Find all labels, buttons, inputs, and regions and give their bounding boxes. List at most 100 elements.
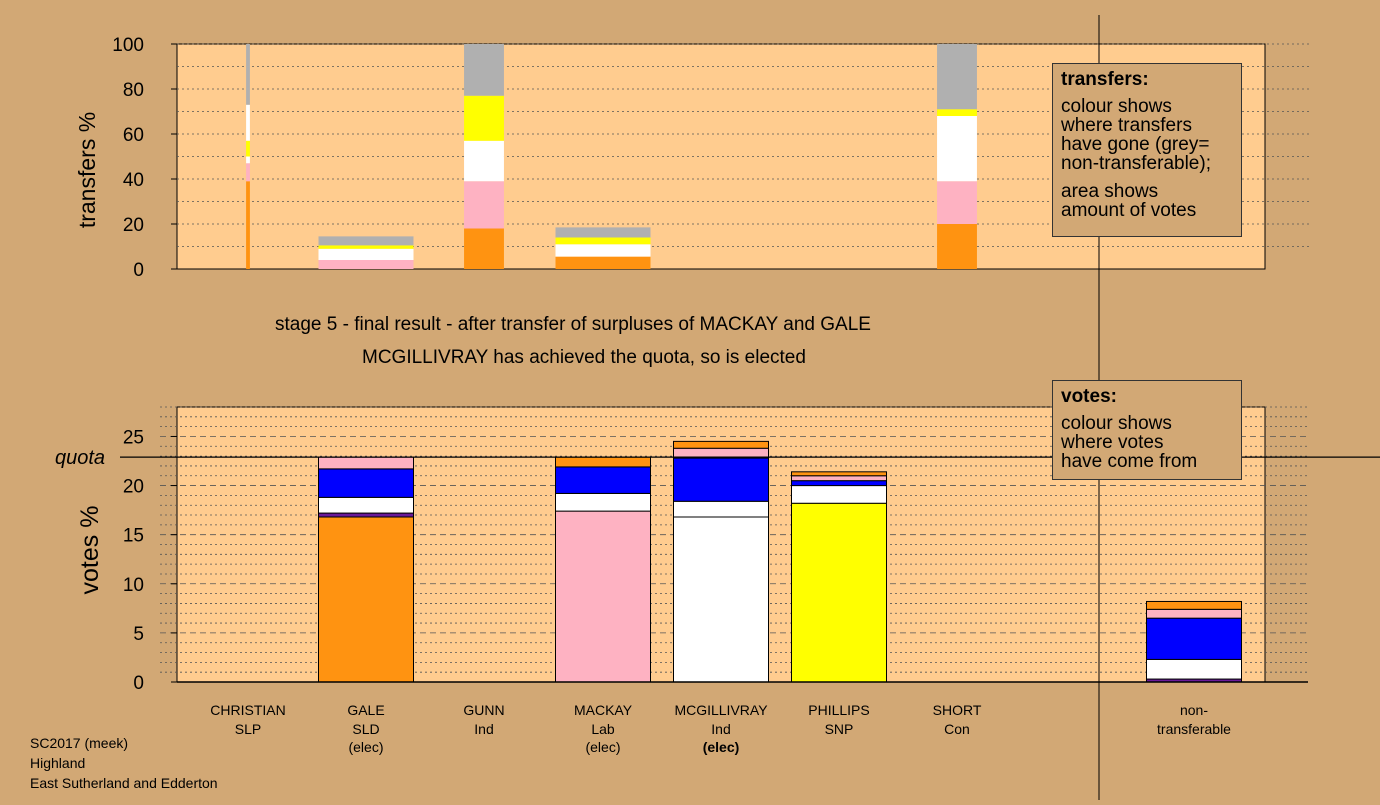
votes-tick-label: 0	[133, 673, 144, 694]
transfer-segment-pink	[318, 260, 414, 269]
candidate-name-label: PHILLIPS	[808, 702, 869, 718]
vote-segment-orange	[791, 471, 887, 477]
transfers-legend: transfers: colour shows where transfers …	[1052, 63, 1242, 237]
candidate-party-label: Ind	[474, 721, 493, 737]
transfer-segment-grey	[464, 44, 504, 96]
vote-segment-orange	[555, 456, 651, 468]
transfer-segment-white	[464, 140, 504, 182]
transfer-segment-yellow	[555, 237, 651, 245]
vote-segment-blue	[673, 457, 769, 502]
votes-tick-label: 20	[123, 477, 144, 498]
transfer-segment-white	[318, 248, 414, 260]
transfers-legend-line: where transfers	[1061, 115, 1192, 136]
transfer-segment-orange	[937, 224, 977, 269]
transfer-segment-yellow	[246, 140, 250, 157]
footer-election: SC2017 (meek)	[30, 735, 129, 751]
transfers-tick-label: 0	[133, 260, 144, 281]
candidate-status-label: (elec)	[348, 739, 383, 755]
votes-legend-line: have come from	[1061, 451, 1198, 472]
transfer-segment-yellow	[318, 245, 414, 249]
candidate-party-label: SLD	[352, 721, 379, 737]
transfer-segment-grey	[318, 236, 414, 246]
candidate-name-label: SHORT	[933, 702, 982, 718]
vote-segment-blue	[791, 480, 887, 487]
transfer-segment-orange	[464, 228, 504, 269]
transfers-legend-line: non-transferable);	[1061, 153, 1211, 174]
candidate-name-label: GALE	[347, 702, 384, 718]
nontransferable-label: transferable	[1157, 721, 1231, 737]
stage-caption: stage 5 - final result - after transfer …	[275, 314, 871, 335]
nontransferable-segment-blue	[1146, 617, 1242, 660]
vote-segment-orange	[318, 516, 414, 683]
votes-tick-label: 25	[123, 427, 144, 448]
candidate-status-label: (elec)	[585, 739, 620, 755]
votes-y-axis-label: votes %	[76, 506, 104, 595]
transfer-segment-pink	[246, 163, 250, 182]
vote-segment-pink	[555, 510, 651, 683]
vote-segment-purple	[318, 512, 414, 518]
transfers-legend-line: area shows	[1061, 181, 1159, 202]
transfer-segment-orange	[555, 256, 651, 269]
footer-ward: East Sutherland and Edderton	[30, 775, 218, 791]
vote-segment-blue	[318, 468, 414, 498]
transfer-segment-orange	[246, 181, 250, 269]
candidate-party-label: Ind	[711, 721, 730, 737]
transfers-tick-label: 100	[112, 35, 144, 56]
vote-segment-white	[791, 485, 887, 504]
transfer-segment-grey	[555, 227, 651, 238]
vote-segment-orange	[673, 440, 769, 449]
vote-segment-pink	[318, 456, 414, 470]
transfer-segment-white	[937, 116, 977, 182]
nontransferable-segment-pink	[1146, 608, 1242, 619]
transfer-segment-yellow	[937, 109, 977, 116]
votes-tick-label: 5	[133, 624, 144, 645]
transfer-segment-white	[246, 104, 250, 141]
vote-segment-white	[673, 516, 769, 683]
candidate-party-label: Lab	[591, 721, 615, 737]
vote-segment-yellow	[791, 502, 887, 683]
transfers-legend-line: amount of votes	[1061, 200, 1197, 221]
transfer-segment-pink	[464, 181, 504, 229]
transfer-segment-pink	[937, 181, 977, 224]
nontransferable-label: non-	[1180, 702, 1208, 718]
vote-segment-blue	[555, 466, 651, 494]
vote-segment-white	[318, 496, 414, 514]
candidate-party-label: Con	[944, 721, 970, 737]
candidate-name-label: CHRISTIAN	[210, 702, 285, 718]
transfer-segment-grey	[937, 44, 977, 110]
quota-label: quota	[55, 447, 105, 469]
votes-tick-label: 10	[123, 575, 144, 596]
footer-info: SC2017 (meek) Highland East Sutherland a…	[30, 733, 218, 793]
candidate-party-label: SNP	[825, 721, 854, 737]
votes-plot: 0 5 10 15 20 25 CHRISTIAN SLP GALE SLD (elec) GUNN I…	[120, 406, 1380, 755]
candidate-status-label: (elec)	[703, 739, 740, 755]
candidate-party-label: SLP	[235, 721, 261, 737]
footer-council: Highland	[30, 755, 86, 771]
transfers-tick-label: 80	[123, 80, 144, 101]
vote-segment-white	[555, 492, 651, 512]
candidate-name-label: MACKAY	[574, 702, 633, 718]
transfers-tick-label: 60	[123, 125, 144, 146]
votes-legend-line: where votes	[1061, 432, 1164, 453]
vote-segment-pink	[791, 475, 887, 482]
votes-legend: votes: colour shows where votes have com…	[1052, 380, 1242, 480]
nontransferable-segment-white	[1146, 658, 1242, 680]
votes-legend-line: colour shows	[1061, 413, 1172, 434]
vote-segment-white	[673, 500, 769, 518]
transfers-tick-label: 40	[123, 170, 144, 191]
transfer-segment-grey	[246, 44, 250, 105]
transfers-legend-heading: transfers:	[1061, 69, 1149, 90]
transfer-segment-white	[246, 156, 250, 164]
transfers-legend-line: have gone (grey=	[1061, 134, 1210, 155]
candidate-name-label: GUNN	[463, 702, 504, 718]
candidate-name-label: MCGILLIVRAY	[674, 702, 768, 718]
transfer-segment-yellow	[464, 95, 504, 141]
votes-legend-heading: votes:	[1061, 386, 1117, 407]
transfers-tick-label: 20	[123, 215, 144, 236]
votes-tick-label: 15	[123, 526, 144, 547]
transfers-y-axis-label: transfers %	[74, 112, 100, 228]
transfers-legend-line: colour shows	[1061, 96, 1172, 117]
nontransferable-segment-orange	[1146, 600, 1242, 610]
transfer-segment-white	[555, 244, 651, 257]
